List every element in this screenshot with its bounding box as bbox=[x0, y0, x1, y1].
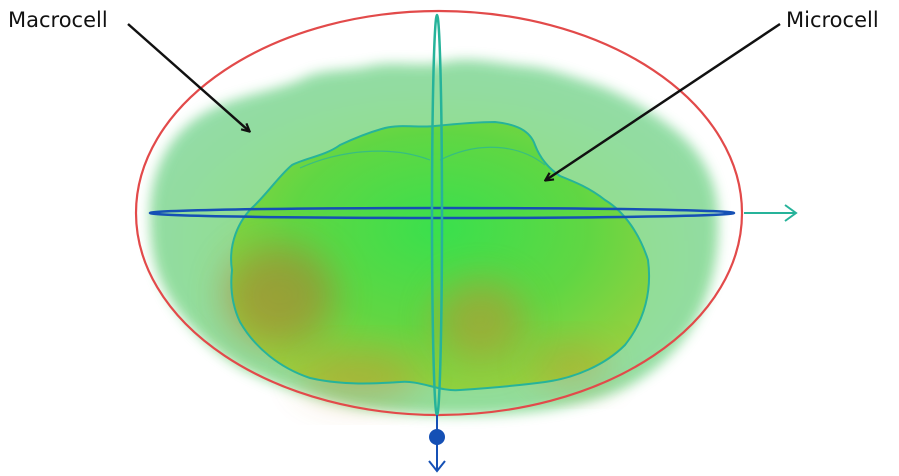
microcell-ripple-right bbox=[439, 146, 546, 166]
hot-spot-left bbox=[225, 245, 335, 345]
hot-spot-bottom-right bbox=[530, 343, 610, 387]
microcell-ripple-left bbox=[299, 150, 431, 169]
microcell-label: Microcell bbox=[786, 8, 879, 32]
macrocell-boundary bbox=[134, 9, 744, 417]
hot-spot-right bbox=[435, 280, 525, 360]
macrocell-label: Macrocell bbox=[8, 8, 108, 32]
arrow-down-icon bbox=[428, 460, 446, 473]
dot-icon bbox=[429, 429, 445, 445]
microcell-outline bbox=[230, 120, 651, 392]
macrocell-pointer-arrow bbox=[127, 23, 249, 131]
microcell-pointer-arrow bbox=[546, 22, 781, 180]
arrow-right-icon bbox=[784, 204, 798, 222]
microcell-coverage-area bbox=[231, 122, 650, 391]
hot-spot-bottom bbox=[300, 350, 420, 400]
